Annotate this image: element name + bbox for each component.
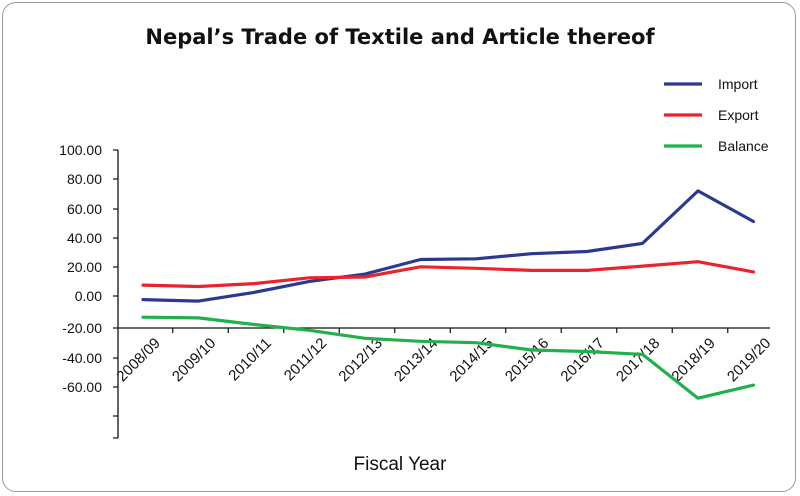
x-tick-label: 2016/17	[557, 335, 607, 385]
x-tick-label: 2018/19	[668, 335, 718, 385]
x-axis-title: Fiscal Year	[354, 454, 448, 475]
series-line-import	[141, 189, 756, 303]
x-tick-label: 2012/13	[335, 335, 385, 385]
y-tick-label: 60.00	[67, 201, 102, 217]
x-tick-label: 2017/18	[613, 335, 663, 385]
chart-title: Nepal’s Trade of Textile and Article the…	[145, 25, 655, 49]
legend-label-import: Import	[718, 76, 758, 92]
y-tick-label: 80.00	[67, 171, 102, 187]
series-line-balance	[141, 315, 756, 400]
x-tick-label: 2008/09	[113, 335, 163, 385]
legend-label-balance: Balance	[718, 138, 769, 154]
y-tick-label: -60.00	[62, 379, 102, 395]
y-tick-label: 100.00	[59, 142, 102, 158]
series-lines	[141, 189, 756, 400]
legend: Import Export Balance	[664, 76, 769, 154]
series-line-export	[141, 260, 756, 289]
y-tick-label: -40.00	[62, 350, 102, 366]
y-tick-label: -20.00	[62, 320, 102, 336]
x-tick-label: 2015/16	[502, 335, 552, 385]
y-tick-label: 0.00	[75, 288, 102, 304]
y-tick-label: 20.00	[67, 259, 102, 275]
x-tick-label: 2011/12	[281, 335, 331, 385]
y-tick-label: 40.00	[67, 230, 102, 246]
x-tick-label: 2010/11	[225, 335, 275, 385]
axes: 100.00 80.00 60.00 40.00 20.00 0.00 -20.00 -40.…	[59, 142, 774, 439]
x-tick-label: 2019/20	[724, 335, 774, 385]
x-tick-label: 2009/10	[169, 335, 219, 385]
legend-label-export: Export	[718, 107, 759, 123]
